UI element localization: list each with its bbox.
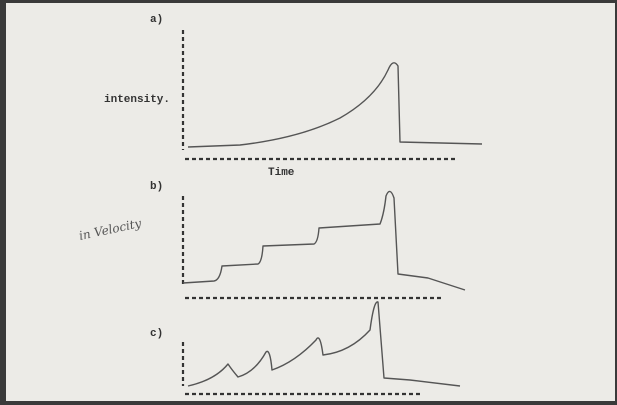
curve <box>187 301 461 387</box>
curve <box>182 190 466 291</box>
y-axis-label: intensity. <box>104 94 170 106</box>
paper <box>6 3 615 401</box>
curve <box>187 62 483 148</box>
panel-label: b) <box>150 181 163 193</box>
panel-label: a) <box>150 14 163 26</box>
panel-label: c) <box>150 328 163 340</box>
x-axis-label: Time <box>268 167 295 179</box>
